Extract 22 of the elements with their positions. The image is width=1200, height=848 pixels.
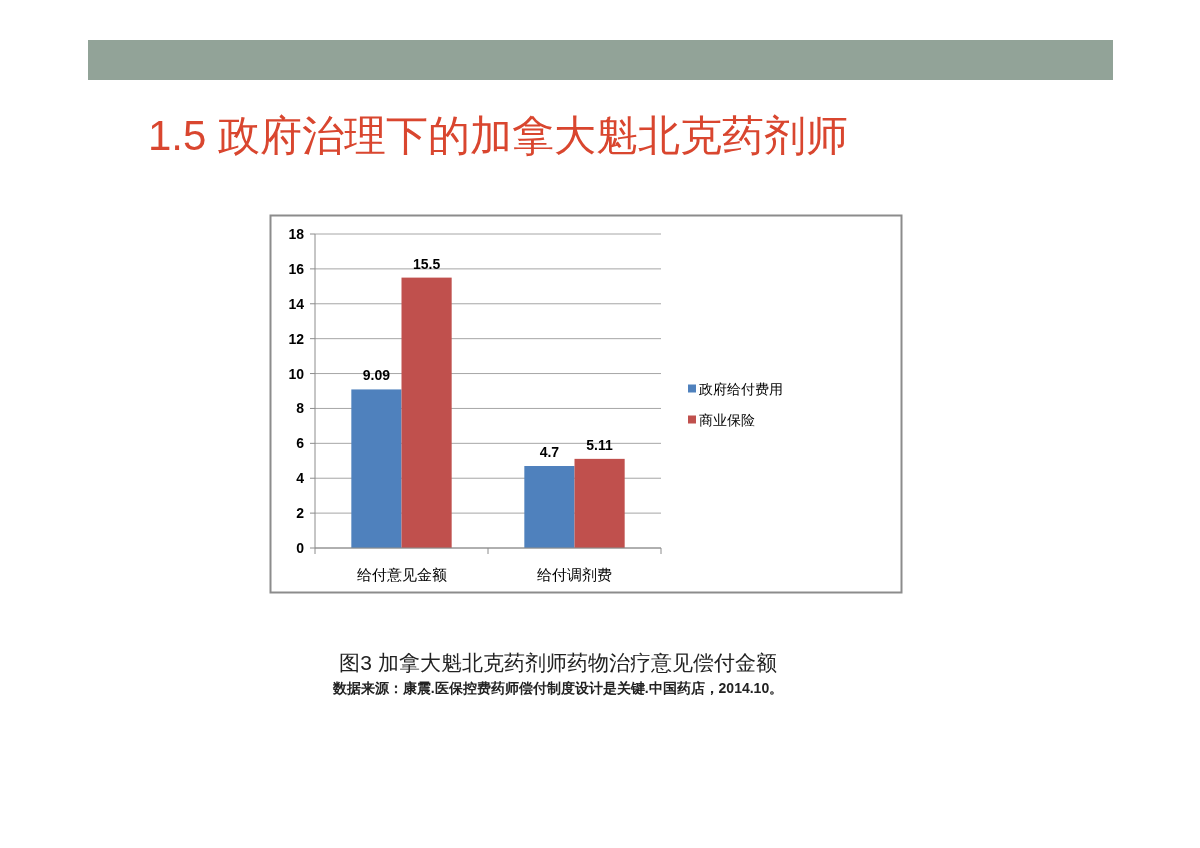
y-tick-label: 10 [288,365,305,382]
legend-item: 商业保险 [688,411,755,428]
y-tick-label: 16 [288,260,305,277]
legend-item: 政府给付费用 [688,380,783,397]
data-label: 9.09 [362,367,391,384]
y-tick-label: 12 [288,330,305,347]
y-tick-label: 6 [296,435,305,452]
source-note: 数据来源：康震.医保控费药师偿付制度设计是关键.中国药店，2014.10。 [331,680,784,696]
y-tick-label: 2 [296,505,305,522]
data-label: 15.5 [412,255,441,272]
x-tick-label: 给付调剂费 [537,566,612,583]
y-tick-label: 4 [296,470,305,487]
x-tick-label: 给付意见金额 [356,566,447,583]
data-label: 5.11 [586,436,614,453]
y-tick-label: 14 [288,295,305,312]
y-tick-label: 18 [288,226,305,242]
data-label: 4.7 [539,444,560,461]
title: 1.5 政府治理下的加拿大魁北克药剂师 [148,112,849,159]
caption: 图3 加拿大魁北克药剂师药物治疗意见偿付金额 [339,651,777,674]
y-tick-label: 8 [296,400,305,417]
legend-label: 商业保险 [699,411,755,428]
y-tick-label: 0 [296,540,305,556]
